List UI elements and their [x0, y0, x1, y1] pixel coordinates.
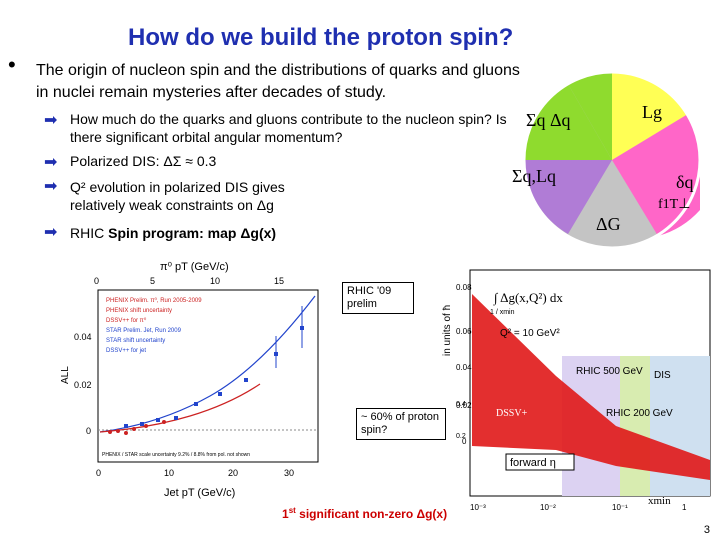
puzzle-piece-violet [524, 160, 612, 234]
dis-label: DIS [654, 370, 671, 381]
star-jet-points [124, 306, 304, 428]
forward-eta-label: forward η [510, 457, 556, 469]
arrow-icon: ➡ [44, 224, 58, 241]
point-q2-evolution: Q² evolution in polarized DIS gives rela… [70, 179, 285, 213]
point-rhic-program: RHIC Spin program: map Δg(x) [70, 224, 276, 242]
jet-pt-xlabel: Jet pT (GeV/c) [164, 487, 235, 499]
top-tick-15: 15 [274, 276, 284, 286]
all-legend: PHENIX Prelim. π⁰, Run 2005-2009 PHENIX … [106, 297, 202, 354]
y-tick-002: 0.02 [456, 401, 472, 410]
phenix-point [124, 431, 128, 435]
rhic09-label: RHIC '09 prelim [342, 282, 414, 314]
intro-text: The origin of nucleon spin and the distr… [36, 62, 520, 101]
dssv-band [472, 294, 710, 480]
legend-dssv-jet: DSSV++ for jet [106, 348, 146, 354]
legend-dssv-pi0: DSSV++ for π⁰ [106, 317, 147, 324]
note-first: 1 [282, 507, 289, 521]
significant-nonzero-note: 1st significant non-zero Δg(x) [282, 506, 447, 521]
top-tick-5: 5 [150, 276, 155, 286]
puzzle-label-lg: Lg [642, 102, 662, 122]
dssv-jet-curve [99, 295, 316, 433]
delta-g-integral-plot: ∫ Δg(x,Q²) dx 1 / xmin Q² = 10 GeV² in u… [442, 269, 711, 512]
scale-footnote: PHENIX / STAR scale uncertainty 9.2% / 8… [102, 452, 250, 458]
forward-eta-box [505, 453, 575, 471]
phenix-point [162, 420, 166, 424]
star-point [194, 402, 198, 406]
integral-limits: 1 / xmin [490, 309, 515, 316]
star-point [174, 416, 178, 420]
bottom-tick-10: 10 [164, 468, 174, 478]
bottom-tick-0: 0 [96, 468, 101, 478]
rhic-word: RHIC [70, 225, 105, 241]
integral-ylabel: in units of ħ [442, 305, 453, 356]
star-point [156, 418, 160, 422]
puzzle-outline [522, 70, 702, 250]
point-polarized-dis: Polarized DIS: ΔΣ ≈ 0.3 [70, 153, 217, 169]
y-tick-008: 0.08 [456, 283, 472, 292]
top-axis-label: π⁰ pT (GeV/c) [160, 261, 229, 273]
y-tick-0: 0 [86, 426, 91, 436]
bottom-tick-30: 30 [284, 468, 294, 478]
extra-tick-04: 0.4 [456, 401, 466, 408]
rhic200-label: RHIC 200 GeV [606, 408, 673, 419]
arrow-icon: ➡ [44, 178, 58, 195]
arrow-icon: ➡ [44, 112, 58, 129]
arrow-icon: ➡ [44, 154, 58, 171]
phenix-point [116, 429, 120, 433]
dssv-pi0-curve [99, 383, 261, 433]
y-tick-004: 0.04 [456, 363, 472, 372]
rhic-program-text: Spin program: map Δg(x) [104, 225, 277, 241]
rhic200-region [620, 356, 650, 496]
bullet-icon: • [8, 52, 16, 77]
note-rest: significant non-zero Δg(x) [295, 507, 448, 521]
puzzle-piece-pink [612, 114, 701, 236]
y-tick-006: 0.06 [456, 327, 472, 336]
legend-phenix: PHENIX Prelim. π⁰, Run 2005-2009 [106, 297, 202, 304]
percent-callout: ~ 60% of proton spin? [356, 408, 446, 440]
top-tick-0: 0 [94, 276, 99, 286]
phenix-pi0-points [108, 420, 166, 435]
y-tick-004: 0.04 [74, 332, 92, 342]
page-number: 3 [703, 524, 710, 536]
rhic500-label: RHIC 500 GeV [576, 366, 643, 377]
x-tick-1e-3: 10⁻³ [470, 503, 486, 512]
star-point [218, 392, 222, 396]
note-superscript: st [288, 506, 296, 515]
puzzle-label-delta-q: δq [676, 172, 693, 192]
legend-star: STAR Prelim. Jet, Run 2009 [106, 328, 182, 334]
star-point [140, 422, 144, 426]
puzzle-label-delta-g: ΔG [596, 214, 621, 234]
star-point [124, 424, 128, 428]
bottom-tick-20: 20 [228, 468, 238, 478]
all-plot: π⁰ pT (GeV/c) 0 5 10 15 ALL 0.04 0.02 0 … [60, 261, 319, 499]
star-point [244, 378, 248, 382]
x-tick-1: 1 [682, 503, 687, 512]
phenix-point [144, 424, 148, 428]
x-tick-1e-1: 10⁻¹ [612, 503, 628, 512]
puzzle-label-sigma-lq: Σq,Lq [512, 166, 556, 186]
dssv-band-label: DSSV+ [496, 408, 528, 419]
y-tick-zero: 0 [462, 437, 467, 446]
legend-star-shift: STAR shift uncertainty [106, 338, 165, 344]
top-tick-10: 10 [210, 276, 220, 286]
phenix-point [108, 430, 112, 434]
spin-puzzle-graphic: Σq Δq Lg Σq,Lq δq ΔG f1T⊥ [512, 70, 702, 250]
phenix-point [132, 427, 136, 431]
legend-phenix-shift: PHENIX shift uncertainty [106, 308, 172, 314]
integral-formula: ∫ Δg(x,Q²) dx [493, 290, 563, 306]
xmin-label: xmin [648, 495, 671, 507]
extra-tick-02: 0.2 [456, 433, 466, 440]
puzzle-label-sigma-dq: Σq Δq [526, 110, 571, 130]
y-tick-002: 0.02 [74, 380, 92, 390]
page-title: How do we build the proton spin? [128, 24, 514, 51]
puzzle-label-sivers: f1T⊥ [658, 197, 690, 212]
point-quark-gluon: How much do the quarks and gluons contri… [70, 111, 507, 145]
all-plot-frame [97, 289, 319, 463]
puzzle-piece-green-2 [568, 72, 612, 160]
q2-label: Q² = 10 GeV² [500, 328, 560, 339]
all-ylabel: ALL [60, 366, 71, 384]
x-tick-1e-2: 10⁻² [540, 503, 556, 512]
